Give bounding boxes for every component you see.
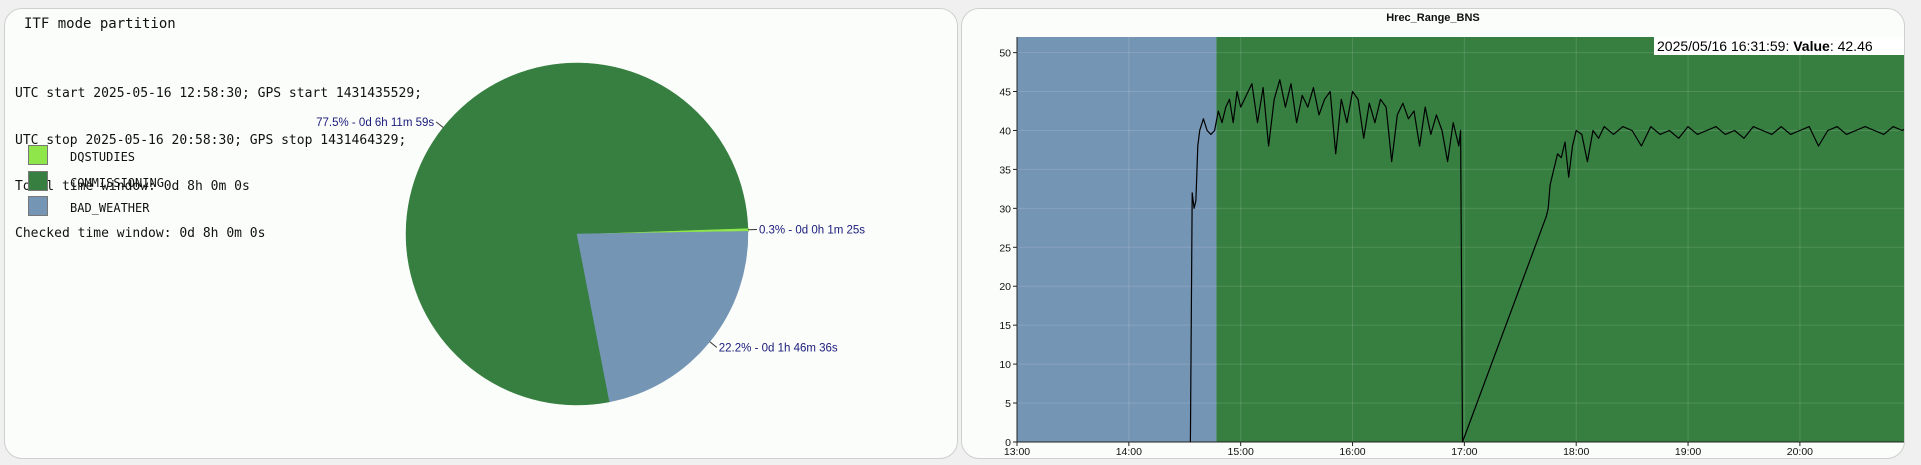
- value-timestamp: 2025/05/16 16:31:59:: [1657, 38, 1790, 54]
- info-line-utc-start: UTC start 2025-05-16 12:58:30; GPS start…: [15, 86, 422, 101]
- x-tick-label-1900: 19:00: [1675, 446, 1701, 458]
- x-tick-label-1300: 13:00: [1004, 446, 1030, 458]
- y-tick-label-20: 20: [999, 281, 1011, 293]
- x-tick-label-1500: 15:00: [1228, 446, 1254, 458]
- legend-label-dqstudies: DQSTUDIES: [70, 150, 136, 164]
- y-tick-label-10: 10: [999, 359, 1011, 371]
- x-tick-label-1600: 16:00: [1339, 446, 1365, 458]
- y-tick-label-0: 0: [1005, 437, 1011, 449]
- legend-label-bad-weather: BAD_WEATHER: [70, 201, 150, 215]
- legend-swatch-bad-weather: [28, 196, 48, 216]
- x-tick-label-1400: 14:00: [1116, 446, 1142, 458]
- value-label: Value: [1793, 38, 1830, 54]
- x-tick-label-1800: 18:00: [1563, 446, 1589, 458]
- timeseries-panel: Hrec_Range_BNS 0 5 10 15 20 25 30 35 40 45 50 13:00…: [961, 8, 1905, 459]
- timeseries-chart[interactable]: 0 5 10 15 20 25 30 35 40 45 50 13:00 14:00 15:00 16:00…: [962, 9, 1904, 458]
- band-1: [1216, 37, 1904, 442]
- legend-label-commissioning: COMMISSIONING: [70, 175, 164, 190]
- band-0: [1017, 37, 1217, 442]
- series-line-0: [1189, 79, 1904, 443]
- pie-label-dqstudies: 0.3% - 0d 0h 1m 25s: [759, 224, 865, 236]
- y-tick-label-40: 40: [999, 125, 1011, 137]
- info-line-total-window: Total time window: 0d 8h 0m 0s: [15, 179, 250, 194]
- pie-title: ITF mode partition: [24, 16, 176, 32]
- pie-leader-commissioning: [435, 121, 444, 128]
- y-tick-label-30: 30: [999, 203, 1011, 215]
- x-tick-label-1700: 17:00: [1451, 446, 1477, 458]
- y-tick-label-15: 15: [999, 320, 1011, 332]
- x-tick-label-2000: 20:00: [1787, 446, 1813, 458]
- y-tick-label-35: 35: [999, 164, 1011, 176]
- time-window-info: UTC start 2025-05-16 12:58:30; GPS start…: [15, 55, 422, 272]
- y-tick-label-45: 45: [999, 87, 1011, 99]
- pie-label-bad-weather: 22.2% - 0d 1h 46m 36s: [719, 342, 838, 354]
- info-line-checked-window: Checked time window: 0d 8h 0m 0s: [15, 225, 266, 241]
- pie-chart: 0.3% - 0d 0h 1m 25s 77.5% - 0d 6h 11m 59s…: [316, 62, 865, 406]
- value-readout: 2025/05/16 16:31:59: Value: 42.46: [1654, 37, 1904, 55]
- y-tick-label-25: 25: [999, 242, 1011, 254]
- chart-title: Hrec_Range_BNS: [1386, 12, 1480, 24]
- value-number: 42.46: [1837, 38, 1873, 54]
- pie-leader-bad-weather: [709, 341, 718, 348]
- info-line-utc-stop: UTC stop 2025-05-16 20:58:30; GPS stop 1…: [15, 132, 407, 148]
- y-tick-label-5: 5: [1005, 398, 1011, 410]
- legend-swatch-commissioning: [28, 170, 48, 191]
- y-tick-label-50: 50: [999, 48, 1011, 60]
- pie-label-commissioning: 77.5% - 0d 6h 11m 59s: [316, 117, 434, 129]
- legend-swatch-dqstudies: [28, 145, 48, 165]
- pie-panel: 0.3% - 0d 0h 1m 25s 77.5% - 0d 6h 11m 59s…: [4, 8, 958, 459]
